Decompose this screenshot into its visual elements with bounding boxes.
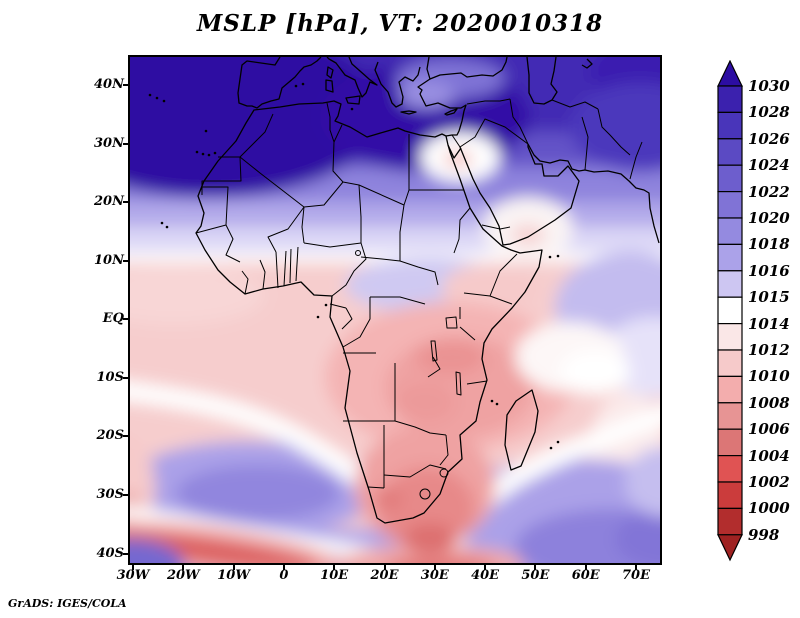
colorbar-tick-label: 1015 bbox=[748, 288, 790, 307]
lon-tick-label: 30E bbox=[420, 568, 449, 583]
colorbar-segment bbox=[717, 507, 743, 536]
colorbar-segment bbox=[717, 270, 743, 298]
colorbar-segment bbox=[717, 164, 743, 193]
colorbar bbox=[717, 60, 743, 562]
colorbar-tick-label: 1002 bbox=[748, 473, 790, 491]
lat-tick-label: 30N bbox=[94, 135, 124, 151]
colorbar-segment bbox=[717, 243, 743, 272]
axis-tick-lon bbox=[635, 563, 637, 570]
colorbar-segment bbox=[717, 481, 743, 509]
lat-tick-label: 40N bbox=[94, 77, 124, 92]
colorbar-segment bbox=[717, 375, 743, 404]
lon-tick-label: 70E bbox=[622, 568, 650, 583]
colorbar-segment bbox=[717, 138, 743, 166]
axis-tick-lat bbox=[123, 552, 130, 555]
colorbar-segment bbox=[717, 534, 743, 562]
lat-tick-label: EQ bbox=[102, 311, 124, 327]
colorbar-tick-label: 1022 bbox=[748, 182, 790, 201]
axis-tick-lat bbox=[123, 84, 130, 86]
colorbar-tick-label: 1028 bbox=[748, 103, 790, 122]
colorbar-tick-label: 998 bbox=[748, 525, 780, 544]
colorbar-tick-label: 1020 bbox=[748, 209, 790, 227]
lon-tick-label: 10W bbox=[217, 568, 250, 583]
axis-tick-lat bbox=[123, 318, 130, 321]
axis-tick-lon bbox=[132, 563, 134, 570]
axis-tick-lon bbox=[383, 563, 386, 570]
colorbar-tick-label: 1026 bbox=[748, 129, 790, 148]
axis-tick-lat bbox=[123, 376, 130, 379]
colorbar-segment bbox=[717, 455, 743, 483]
colorbar-segment bbox=[717, 349, 743, 377]
colorbar-segment bbox=[717, 217, 743, 245]
map-plot-area bbox=[128, 55, 662, 565]
lon-tick-label: 20W bbox=[166, 568, 200, 583]
lon-tick-label: 30W bbox=[116, 568, 150, 583]
colorbar-tick-label: 1014 bbox=[748, 314, 790, 333]
colorbar-tick-label: 1016 bbox=[748, 261, 790, 280]
colorbar-tick-label: 1000 bbox=[748, 499, 790, 518]
island-dots bbox=[148, 82, 560, 450]
map-svg bbox=[130, 57, 660, 563]
lat-tick-label: 40S bbox=[96, 545, 124, 561]
lat-tick-label: 10N bbox=[94, 252, 124, 268]
country-borders bbox=[195, 98, 643, 500]
axis-tick-lon bbox=[484, 563, 487, 570]
axis-tick-lon bbox=[282, 563, 285, 570]
lat-tick-label: 20S bbox=[96, 428, 124, 444]
lat-tick-label: 30S bbox=[96, 486, 124, 502]
axis-tick-lat bbox=[123, 201, 130, 204]
axis-tick-lat bbox=[123, 435, 130, 438]
colorbar-segment bbox=[717, 60, 743, 87]
axis-tick-lon bbox=[584, 563, 587, 570]
colorbar-tick-label: 1030 bbox=[748, 77, 790, 95]
axis-tick-lat bbox=[123, 493, 130, 496]
axis-tick-lat bbox=[123, 259, 130, 262]
colorbar-segment bbox=[717, 323, 743, 351]
colorbar-tick-label: 1008 bbox=[748, 393, 790, 412]
colorbar-segment bbox=[717, 191, 743, 219]
axis-tick-lat bbox=[123, 142, 130, 145]
colorbar-tick-label: 1024 bbox=[748, 156, 790, 175]
colorbar-tick-label: 1004 bbox=[748, 446, 790, 465]
colorbar-segment bbox=[717, 111, 743, 140]
axis-tick-lon bbox=[433, 563, 436, 570]
pressure-field bbox=[130, 57, 660, 563]
lat-tick-label: 10S bbox=[96, 369, 124, 385]
colorbar-segment bbox=[717, 428, 743, 457]
axis-tick-lon bbox=[333, 563, 336, 570]
lon-tick-label: 60E bbox=[571, 568, 600, 583]
lon-tick-label: 10E bbox=[320, 568, 349, 583]
colorbar-tick-label: 1018 bbox=[748, 235, 790, 254]
grads-attribution: GrADS: IGES/COLA bbox=[8, 597, 127, 610]
lat-tick-label: 20N bbox=[94, 194, 124, 210]
lon-tick-label: 50E bbox=[521, 568, 550, 583]
axis-tick-lon bbox=[182, 563, 185, 570]
lon-tick-label: 0 bbox=[279, 568, 289, 583]
colorbar-tick-label: 1010 bbox=[748, 367, 790, 386]
colorbar-segment bbox=[717, 296, 743, 325]
lon-tick-label: 40E bbox=[471, 568, 500, 583]
axis-tick-lon bbox=[534, 563, 537, 570]
colorbar-segment bbox=[717, 402, 743, 430]
lon-tick-label: 20E bbox=[370, 568, 399, 583]
colorbar-tick-label: 1012 bbox=[748, 341, 790, 359]
colorbar-tick-label: 1006 bbox=[748, 420, 790, 439]
colorbar-segment bbox=[717, 85, 743, 113]
chart-title: MSLP [hPa], VT: 2020010318 bbox=[196, 10, 604, 37]
coastlines bbox=[195, 57, 660, 524]
axis-tick-lon bbox=[232, 563, 235, 570]
